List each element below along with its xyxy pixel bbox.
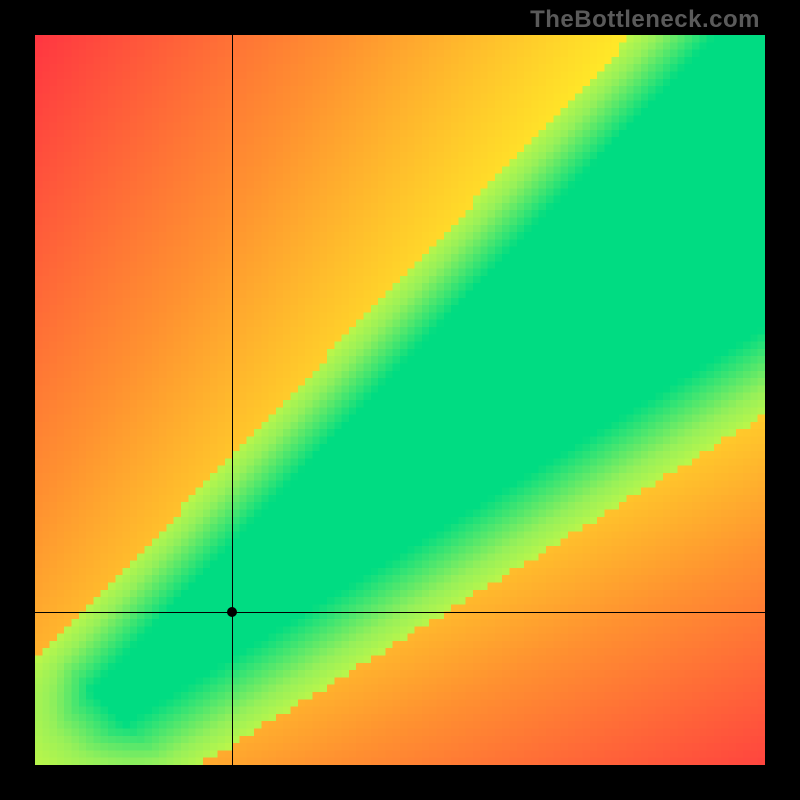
selection-marker-dot [227, 607, 237, 617]
crosshair-vertical [232, 35, 233, 765]
watermark-text: TheBottleneck.com [530, 6, 760, 34]
bottleneck-heatmap [35, 35, 765, 765]
crosshair-horizontal [35, 612, 765, 613]
